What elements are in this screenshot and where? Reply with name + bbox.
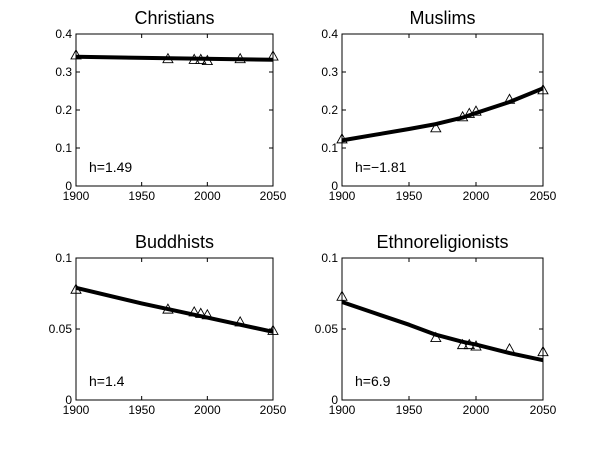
ethnoreligionists-data-point xyxy=(430,331,442,342)
muslims-data-point xyxy=(430,121,442,133)
muslims-xtick-label: 2050 xyxy=(530,189,557,203)
ethnoreligionists-title: Ethnoreligionists xyxy=(376,232,508,252)
buddhists-xtick-label: 2000 xyxy=(194,403,221,417)
buddhists-fit-line xyxy=(75,285,274,334)
muslims-ytick-label: 0.3 xyxy=(321,65,338,79)
muslims-data-point xyxy=(503,93,516,104)
christians-ytick-label: 0.4 xyxy=(55,27,72,41)
muslims-annotation: h=−1.81 xyxy=(355,159,407,175)
ethnoreligionists-fit-line xyxy=(341,300,544,363)
muslims-xtick-label: 2000 xyxy=(463,189,490,203)
buddhists-ytick-label: 0.1 xyxy=(55,251,72,265)
christians-ytick-label: 0.2 xyxy=(55,103,72,117)
christians-data-point xyxy=(267,50,279,61)
muslims-ytick-label: 0.4 xyxy=(321,27,338,41)
christians-xtick-label: 2050 xyxy=(260,189,287,203)
christians-data-point xyxy=(234,52,246,64)
christians-data-point xyxy=(188,53,200,64)
buddhists-data-point xyxy=(234,315,246,327)
panel-buddhists: Buddhists 1900 1950 2000 2050 0 0.05 0.1 h=1.4 xyxy=(49,232,287,417)
ethnoreligionists-ytick-label: 0.05 xyxy=(315,322,339,336)
panel-ethnoreligionists: Ethnoreligionists 1900 1950 2000 2050 0 0.05 0.… xyxy=(315,232,557,417)
ethnoreligionists-data-point xyxy=(537,345,549,357)
ethnoreligionists-xtick-label: 2000 xyxy=(463,403,490,417)
buddhists-data-point xyxy=(162,303,174,314)
christians-data-point xyxy=(201,54,214,66)
christians-data-point xyxy=(195,53,207,64)
buddhists-data-point xyxy=(267,324,279,335)
ethnoreligionists-ytick-label: 0 xyxy=(331,393,338,407)
ethnoreligionists-data-point xyxy=(456,338,469,350)
ethnoreligionists-annotation: h=6.9 xyxy=(355,373,391,389)
christians-ytick-label: 0.1 xyxy=(55,141,72,155)
muslims-data-point xyxy=(537,83,549,95)
ethnoreligionists-ytick-label: 0.1 xyxy=(321,251,338,265)
christians-fit-line xyxy=(75,54,274,62)
buddhists-xtick-label: 2050 xyxy=(260,403,287,417)
buddhists-annotation: h=1.4 xyxy=(89,373,125,389)
christians-data-point xyxy=(70,48,82,60)
ethnoreligionists-xtick-label: 1900 xyxy=(329,403,356,417)
ethnoreligionists-data-point xyxy=(336,290,348,301)
panel-muslims: Muslims 1900 1950 2000 2050 0 0.1 0.2 0.3 0.4 h=−1… xyxy=(321,8,556,203)
ethnoreligionists-data-point xyxy=(463,338,476,350)
christians-title: Christians xyxy=(134,8,214,28)
muslims-xtick-label: 1900 xyxy=(329,189,356,203)
muslims-ytick-label: 0 xyxy=(331,179,338,193)
muslims-xtick-label: 1950 xyxy=(396,189,423,203)
panel-christians: Christians 1900 1950 2000 2050 0 0.1 0.2 0.3 0.4 h… xyxy=(55,8,286,203)
christians-data-point xyxy=(162,52,174,64)
ethnoreligionists-data-point xyxy=(470,340,482,351)
christians-annotation: h=1.49 xyxy=(89,159,132,175)
christians-xtick-label: 2000 xyxy=(194,189,221,203)
christians-xtick-label: 1900 xyxy=(63,189,90,203)
ethnoreligionists-data-point xyxy=(503,342,516,354)
christians-ytick-label: 0.3 xyxy=(55,65,72,79)
buddhists-xtick-label: 1950 xyxy=(128,403,155,417)
buddhists-xtick-label: 1900 xyxy=(63,403,90,417)
buddhists-data-point xyxy=(70,283,82,294)
muslims-data-point xyxy=(470,105,482,116)
buddhists-title: Buddhists xyxy=(135,232,214,252)
buddhists-ytick-label: 0.05 xyxy=(49,322,73,336)
christians-ytick-label: 0 xyxy=(65,179,72,193)
buddhists-ytick-label: 0 xyxy=(65,393,72,407)
ethnoreligionists-xtick-label: 2050 xyxy=(530,403,557,417)
buddhists-data-point xyxy=(188,306,200,317)
muslims-ytick-label: 0.1 xyxy=(321,141,338,155)
buddhists-data-point xyxy=(195,307,207,318)
muslims-title: Muslims xyxy=(410,8,476,28)
muslims-ytick-label: 0.2 xyxy=(321,103,338,117)
ethnoreligionists-xtick-label: 1950 xyxy=(396,403,423,417)
buddhists-data-point xyxy=(201,308,214,320)
muslims-fit-line xyxy=(341,86,544,143)
christians-xtick-label: 1950 xyxy=(128,189,155,203)
muslims-data-point xyxy=(336,132,348,144)
